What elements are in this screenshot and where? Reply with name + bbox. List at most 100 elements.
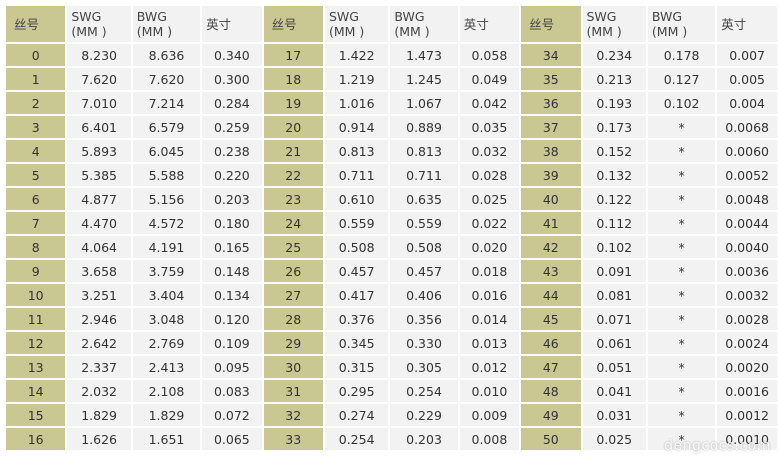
inch-cell: 0.300 <box>202 68 262 90</box>
header-inch: 英寸 <box>459 6 520 42</box>
swg-cell: 2.032 <box>67 380 131 402</box>
bwg-cell: 0.254 <box>390 380 458 402</box>
wire-number-cell: 0 <box>6 44 66 66</box>
inch-cell: 0.134 <box>202 284 262 306</box>
wire-number-cell: 32 <box>263 404 323 426</box>
wire-number-cell: 35 <box>521 68 581 90</box>
swg-cell: 1.626 <box>67 428 131 450</box>
wire-number-cell: 7 <box>6 212 66 234</box>
swg-cell: 0.457 <box>324 260 389 282</box>
swg-cell: 1.219 <box>324 68 389 90</box>
swg-cell: 0.051 <box>582 356 646 378</box>
swg-cell: 1.016 <box>324 92 389 114</box>
inch-cell: 0.0010 <box>717 428 777 450</box>
inch-cell: 0.065 <box>202 428 262 450</box>
bwg-cell: 4.572 <box>132 212 201 234</box>
wire-number-cell: 26 <box>263 260 323 282</box>
wire-number-cell: 2 <box>6 92 66 114</box>
swg-cell: 0.508 <box>324 236 389 258</box>
bwg-cell: 6.045 <box>132 140 201 162</box>
bwg-cell: 1.067 <box>390 92 458 114</box>
bwg-cell: * <box>647 188 716 210</box>
bwg-cell: 2.413 <box>132 356 201 378</box>
swg-cell: 0.345 <box>324 332 389 354</box>
inch-cell: 0.009 <box>459 404 520 426</box>
swg-cell: 0.274 <box>324 404 389 426</box>
table-body: 0 8.230 8.636 0.340 17 1.422 1.473 0.058 34 0.234… <box>6 44 777 450</box>
bwg-cell: 0.559 <box>390 212 458 234</box>
wire-number-cell: 5 <box>6 164 66 186</box>
bwg-cell: 4.191 <box>132 236 201 258</box>
bwg-cell: 0.330 <box>390 332 458 354</box>
inch-cell: 0.120 <box>202 308 262 330</box>
swg-cell: 2.642 <box>67 332 131 354</box>
inch-cell: 0.284 <box>202 92 262 114</box>
swg-cell: 8.230 <box>67 44 131 66</box>
bwg-cell: 8.636 <box>132 44 201 66</box>
inch-cell: 0.0052 <box>717 164 777 186</box>
bwg-cell: 0.229 <box>390 404 458 426</box>
swg-cell: 7.620 <box>67 68 131 90</box>
bwg-cell: * <box>647 356 716 378</box>
table-row: 8 4.064 4.191 0.165 25 0.508 0.508 0.020 42 0.102… <box>6 236 777 258</box>
table-row: 7 4.470 4.572 0.180 24 0.559 0.559 0.022 41 0.112… <box>6 212 777 234</box>
bwg-cell: 0.457 <box>390 260 458 282</box>
wire-number-cell: 11 <box>6 308 66 330</box>
inch-cell: 0.220 <box>202 164 262 186</box>
wire-number-cell: 16 <box>6 428 66 450</box>
wire-number-cell: 21 <box>263 140 323 162</box>
header-swg: SWG (MM ) <box>582 6 646 42</box>
swg-cell: 0.152 <box>582 140 646 162</box>
table-row: 2 7.010 7.214 0.284 19 1.016 1.067 0.042 36 0.193… <box>6 92 777 114</box>
wire-number-cell: 28 <box>263 308 323 330</box>
bwg-cell: * <box>647 140 716 162</box>
wire-number-cell: 47 <box>521 356 581 378</box>
inch-cell: 0.007 <box>717 44 777 66</box>
inch-cell: 0.042 <box>459 92 520 114</box>
wire-number-cell: 37 <box>521 116 581 138</box>
swg-cell: 4.470 <box>67 212 131 234</box>
inch-cell: 0.032 <box>459 140 520 162</box>
table-row: 3 6.401 6.579 0.259 20 0.914 0.889 0.035 37 0.173… <box>6 116 777 138</box>
inch-cell: 0.035 <box>459 116 520 138</box>
bwg-cell: 0.635 <box>390 188 458 210</box>
inch-cell: 0.259 <box>202 116 262 138</box>
inch-cell: 0.165 <box>202 236 262 258</box>
wire-number-cell: 13 <box>6 356 66 378</box>
table-row: 6 4.877 5.156 0.203 23 0.610 0.635 0.025 40 0.122… <box>6 188 777 210</box>
bwg-cell: * <box>647 116 716 138</box>
wire-number-cell: 41 <box>521 212 581 234</box>
bwg-cell: 6.579 <box>132 116 201 138</box>
table-row: 5 5.385 5.588 0.220 22 0.711 0.711 0.028 39 0.132… <box>6 164 777 186</box>
header-swg: SWG (MM ) <box>324 6 389 42</box>
bwg-cell: 2.108 <box>132 380 201 402</box>
wire-number-cell: 44 <box>521 284 581 306</box>
bwg-cell: * <box>647 164 716 186</box>
swg-cell: 0.071 <box>582 308 646 330</box>
inch-cell: 0.049 <box>459 68 520 90</box>
swg-cell: 0.193 <box>582 92 646 114</box>
inch-cell: 0.025 <box>459 188 520 210</box>
swg-cell: 3.658 <box>67 260 131 282</box>
inch-cell: 0.018 <box>459 260 520 282</box>
swg-cell: 0.041 <box>582 380 646 402</box>
table-row: 0 8.230 8.636 0.340 17 1.422 1.473 0.058 34 0.234… <box>6 44 777 66</box>
swg-cell: 0.559 <box>324 212 389 234</box>
wire-number-cell: 12 <box>6 332 66 354</box>
swg-cell: 0.213 <box>582 68 646 90</box>
bwg-cell: * <box>647 308 716 330</box>
wire-number-cell: 17 <box>263 44 323 66</box>
swg-cell: 0.295 <box>324 380 389 402</box>
bwg-cell: 5.156 <box>132 188 201 210</box>
inch-cell: 0.095 <box>202 356 262 378</box>
wire-number-cell: 23 <box>263 188 323 210</box>
wire-number-cell: 14 <box>6 380 66 402</box>
swg-cell: 0.376 <box>324 308 389 330</box>
wire-number-cell: 36 <box>521 92 581 114</box>
wire-number-cell: 9 <box>6 260 66 282</box>
inch-cell: 0.109 <box>202 332 262 354</box>
wire-number-cell: 31 <box>263 380 323 402</box>
bwg-cell: 0.305 <box>390 356 458 378</box>
bwg-cell: * <box>647 212 716 234</box>
inch-cell: 0.340 <box>202 44 262 66</box>
